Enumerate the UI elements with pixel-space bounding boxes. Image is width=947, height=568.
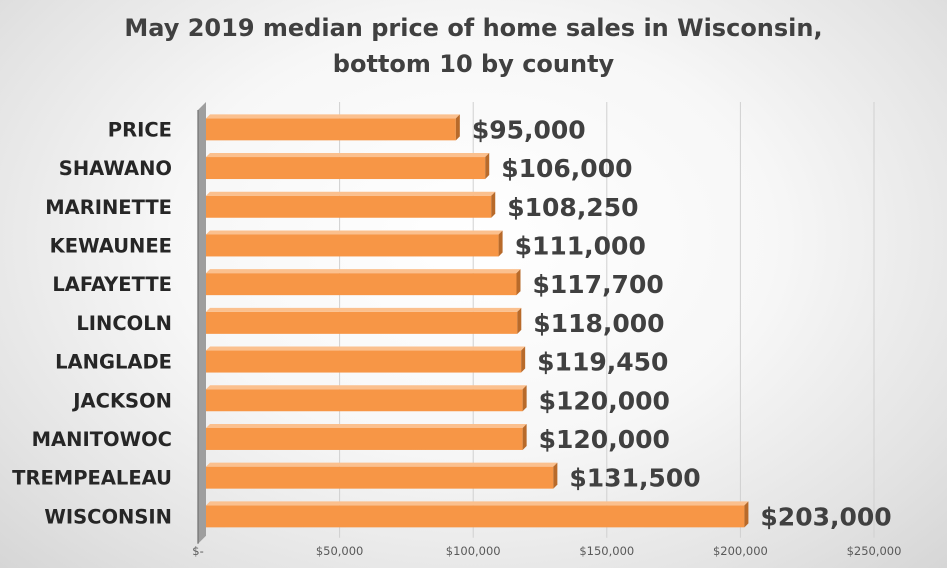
bar-top bbox=[206, 385, 527, 390]
x-tick-label: $250,000 bbox=[847, 544, 902, 558]
x-tick-label: $50,000 bbox=[316, 544, 364, 558]
bar-end bbox=[516, 269, 521, 296]
value-label: $95,000 bbox=[472, 115, 586, 144]
bar-top bbox=[206, 191, 496, 196]
bar-end bbox=[553, 462, 558, 489]
bar-top bbox=[206, 501, 749, 506]
value-label: $131,500 bbox=[569, 464, 700, 493]
category-label: SHAWANO bbox=[59, 157, 172, 180]
chart-title: May 2019 median price of home sales in W… bbox=[0, 10, 947, 82]
category-label: MANITOWOC bbox=[32, 428, 172, 451]
x-tick-label: $150,000 bbox=[579, 544, 634, 558]
bar-end bbox=[498, 230, 503, 257]
bar-top bbox=[206, 462, 558, 467]
value-label: $120,000 bbox=[539, 386, 670, 415]
value-label: $111,000 bbox=[515, 231, 646, 260]
value-label: $108,250 bbox=[507, 193, 638, 222]
left-wall bbox=[198, 102, 206, 544]
value-label: $120,000 bbox=[539, 425, 670, 454]
bar-end bbox=[522, 385, 527, 412]
bar bbox=[206, 505, 745, 528]
bar bbox=[206, 157, 486, 180]
x-tick-label: $200,000 bbox=[713, 544, 768, 558]
category-label: JACKSON bbox=[71, 389, 172, 412]
bar-top bbox=[206, 307, 522, 312]
bar-top bbox=[206, 114, 460, 119]
bar bbox=[206, 311, 518, 334]
bar-end bbox=[522, 423, 527, 450]
bar-end bbox=[744, 501, 749, 528]
category-label: TREMPEALEAU bbox=[12, 467, 172, 490]
bar bbox=[206, 350, 522, 373]
value-label: $117,700 bbox=[532, 270, 663, 299]
category-label: LINCOLN bbox=[76, 312, 172, 335]
bar-top bbox=[206, 423, 527, 428]
category-label: LANGLADE bbox=[55, 351, 172, 374]
bar bbox=[206, 466, 554, 489]
value-label: $106,000 bbox=[501, 154, 632, 183]
bar-top bbox=[206, 153, 490, 158]
category-label: KEWAUNEE bbox=[50, 234, 172, 257]
bar bbox=[206, 427, 523, 450]
x-tick-label: $100,000 bbox=[446, 544, 501, 558]
value-label: $203,000 bbox=[760, 502, 891, 531]
bar bbox=[206, 118, 456, 141]
bar-end bbox=[485, 153, 490, 180]
value-label: $118,000 bbox=[533, 309, 664, 338]
bar-end bbox=[517, 307, 522, 334]
category-label: LAFAYETTE bbox=[52, 273, 172, 296]
bar bbox=[206, 234, 499, 257]
bar-top bbox=[206, 269, 521, 274]
bar-top bbox=[206, 346, 526, 351]
bar-end bbox=[521, 346, 526, 373]
x-tick-label: $- bbox=[192, 544, 203, 558]
chart-title-line-2: bottom 10 by county bbox=[332, 50, 615, 78]
category-label: WISCONSIN bbox=[44, 505, 172, 528]
bar-end bbox=[455, 114, 460, 141]
chart-title-line-1: May 2019 median price of home sales in W… bbox=[124, 14, 823, 42]
bar bbox=[206, 389, 523, 412]
category-label: MARINETTE bbox=[45, 196, 172, 219]
value-label: $119,450 bbox=[537, 348, 668, 377]
bar bbox=[206, 273, 517, 296]
category-label: PRICE bbox=[108, 118, 172, 141]
bar-end bbox=[491, 191, 496, 218]
bar bbox=[206, 195, 492, 218]
bar-top bbox=[206, 230, 503, 235]
